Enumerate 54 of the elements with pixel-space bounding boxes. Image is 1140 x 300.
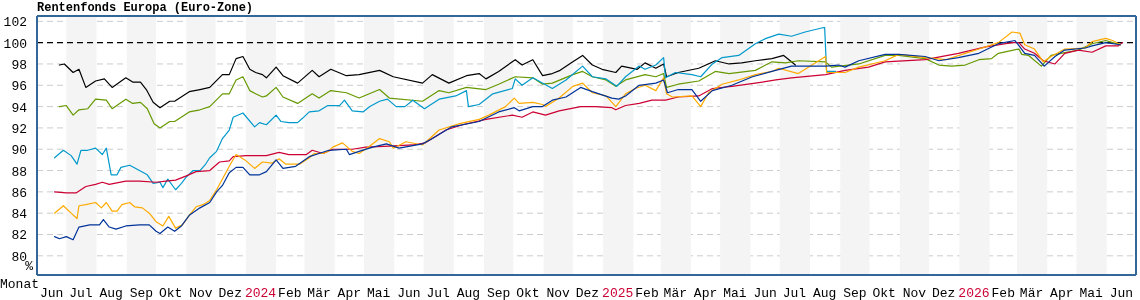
x-tick-label: Sep xyxy=(843,286,867,300)
y-tick-label: 98 xyxy=(11,57,27,73)
x-tick-label: Apr xyxy=(1050,286,1074,300)
x-tick-label: Nov xyxy=(189,286,213,300)
x-tick-label: Okt xyxy=(872,286,896,300)
y-tick-label: 96 xyxy=(11,79,27,95)
y-tick-label: 94 xyxy=(11,100,28,116)
x-tick-label: Aug xyxy=(456,286,481,300)
x-tick-label: Okt xyxy=(516,286,540,300)
x-tick-label: Nov xyxy=(546,286,571,300)
x-tick-label: 2025 xyxy=(602,286,634,300)
x-tick-label: Aug xyxy=(99,286,123,300)
x-tick-label: Sep xyxy=(486,286,511,300)
x-tick-label: Jun xyxy=(397,286,421,300)
x-tick-label: Mai xyxy=(1079,286,1103,300)
y-tick-label: 82 xyxy=(11,228,27,244)
x-tick-label: Okt xyxy=(159,286,183,300)
x-tick-label: Feb xyxy=(635,286,659,300)
y-axis-title: % xyxy=(25,259,33,274)
line-series xyxy=(58,54,796,109)
y-tick-label: 84 xyxy=(11,207,28,223)
x-axis-title: Monat xyxy=(0,277,40,292)
x-tick-label: 2026 xyxy=(958,286,990,300)
y-tick-label: 102 xyxy=(3,15,27,31)
x-tick-label: Jul xyxy=(69,286,93,300)
x-tick-label: Mär xyxy=(307,286,331,300)
x-tick-label: Apr xyxy=(693,286,718,300)
x-tick-label: Aug xyxy=(812,286,837,300)
line-series xyxy=(53,27,836,191)
x-tick-label: Dez xyxy=(218,286,242,300)
x-tick-label: Jun xyxy=(39,286,64,300)
line-series xyxy=(53,42,1123,194)
y-tick-label: 92 xyxy=(11,121,27,137)
x-tick-label: Sep xyxy=(129,286,154,300)
y-tick-label: 90 xyxy=(11,143,27,159)
x-tick-label: Mär xyxy=(1019,286,1044,300)
x-tick-label: Mai xyxy=(723,286,747,300)
x-tick-label: Feb xyxy=(991,286,1015,300)
x-tick-label: Jul xyxy=(782,286,807,300)
x-tick-label: Jun xyxy=(1109,286,1134,300)
x-tick-label: Mär xyxy=(663,286,688,300)
x-tick-label: Feb xyxy=(278,286,302,300)
x-tick-label: Apr xyxy=(337,286,362,300)
y-tick-label: 100 xyxy=(3,36,27,52)
x-tick-label: Jun xyxy=(753,286,777,300)
x-tick-label: Jul xyxy=(426,286,451,300)
y-tick-label: 86 xyxy=(11,185,27,201)
x-tick-label: Dez xyxy=(932,286,956,300)
x-tick-label: Dez xyxy=(575,286,600,300)
y-tick-label: 88 xyxy=(11,164,27,180)
x-tick-label: Mai xyxy=(366,286,391,300)
x-tick-label: Nov xyxy=(902,286,927,300)
chart-title: Rentenfonds Europa (Euro-Zone) xyxy=(37,1,254,15)
x-tick-label: 2024 xyxy=(244,286,277,300)
